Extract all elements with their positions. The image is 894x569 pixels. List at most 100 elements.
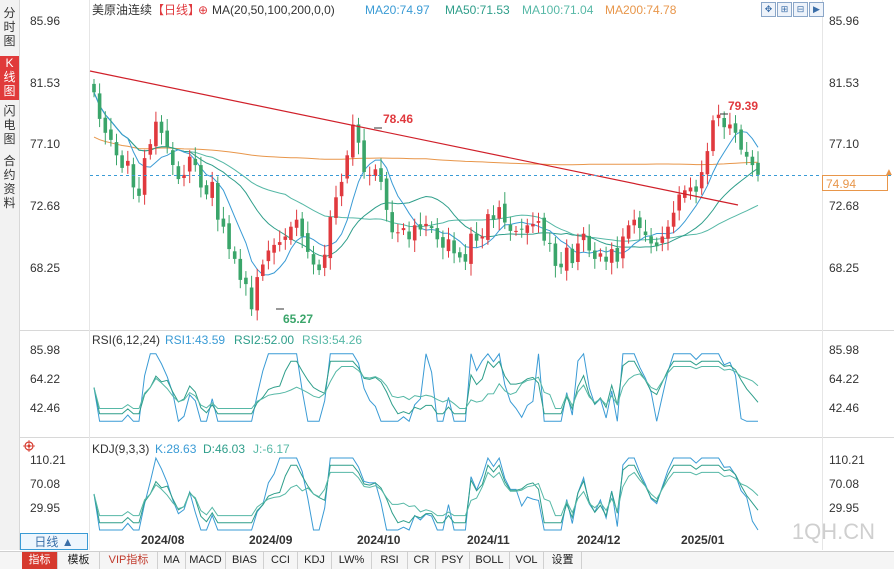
current-price-arrow-icon: ▲ xyxy=(884,167,894,178)
tab-cr[interactable]: CR xyxy=(408,552,436,569)
next-button[interactable]: ▶ xyxy=(809,2,824,17)
candle xyxy=(593,242,597,269)
candle xyxy=(142,149,147,205)
kdj-j-line xyxy=(93,456,759,531)
candle xyxy=(396,224,400,243)
candle xyxy=(283,228,288,250)
kdj-axis-left-1: 110.21 xyxy=(30,453,66,467)
x-axis-label: 2024/08 xyxy=(141,533,185,547)
kdj-j-value: J:-6.17 xyxy=(253,442,290,456)
candle xyxy=(531,212,535,233)
kline-chart[interactable]: 1QH.CN xyxy=(0,0,894,550)
candle xyxy=(182,164,186,187)
candle xyxy=(154,111,158,155)
candle xyxy=(559,252,563,274)
candle xyxy=(210,171,214,207)
rsi-axis-right-3: 42.46 xyxy=(829,401,860,415)
current-price-box: 74.94 xyxy=(822,175,888,191)
price-axis-left-4: 72.68 xyxy=(30,199,61,213)
period-selector[interactable]: 日线 ▲ xyxy=(20,533,88,550)
candle xyxy=(491,205,496,228)
tab-lw[interactable]: LW% xyxy=(332,552,372,569)
candle xyxy=(407,221,411,248)
candle xyxy=(109,117,113,147)
tab-settings[interactable]: 设置 xyxy=(544,552,582,569)
candle xyxy=(474,222,479,248)
tab-macd[interactable]: MACD xyxy=(186,552,226,569)
tab-flash[interactable]: 闪电图 xyxy=(3,104,16,146)
candle xyxy=(626,220,631,244)
candle xyxy=(514,226,518,236)
candle xyxy=(654,237,659,252)
tab-timeshare[interactable]: 分时图 xyxy=(3,6,16,48)
candle xyxy=(351,114,355,166)
candle xyxy=(666,220,670,251)
candle xyxy=(171,142,175,175)
price-axis-left-5: 68.25 xyxy=(30,261,61,275)
candle xyxy=(193,147,198,172)
ma200-value: MA200:74.78 xyxy=(605,3,677,17)
tab-cci[interactable]: CCI xyxy=(264,552,298,569)
add-indicator-icon[interactable]: ⊕ xyxy=(198,3,209,17)
candle xyxy=(126,150,130,174)
x-axis-label: 2025/01 xyxy=(681,533,725,547)
tab-kline[interactable]: K线图 xyxy=(0,56,19,100)
candle xyxy=(289,221,293,245)
tab-rsi[interactable]: RSI xyxy=(372,552,408,569)
candle xyxy=(238,249,243,289)
candle xyxy=(446,227,451,258)
kdj-axis-right-1: 110.21 xyxy=(829,453,865,467)
zoom-out-button[interactable]: ⊟ xyxy=(793,2,808,17)
tab-psy[interactable]: PSY xyxy=(436,552,470,569)
candle xyxy=(261,259,265,281)
candle xyxy=(739,124,743,155)
candle xyxy=(317,259,321,275)
candle xyxy=(480,228,485,249)
candle xyxy=(564,239,569,281)
candle xyxy=(311,245,316,275)
tab-boll[interactable]: BOLL xyxy=(470,552,510,569)
candle xyxy=(671,201,676,234)
candle xyxy=(137,177,141,203)
tab-ma[interactable]: MA xyxy=(158,552,186,569)
candle xyxy=(249,275,254,316)
rsi1-value: RSI1:43.59 xyxy=(165,333,226,347)
move-button[interactable]: ✥ xyxy=(761,2,776,17)
candle xyxy=(227,215,231,259)
candle xyxy=(165,119,169,154)
tab-bias[interactable]: BIAS xyxy=(226,552,264,569)
candle xyxy=(232,246,237,264)
period-label[interactable]: 【日线】 xyxy=(152,3,201,17)
tab-kdj[interactable]: KDJ xyxy=(298,552,332,569)
candle xyxy=(244,271,248,296)
candle xyxy=(688,177,693,200)
candle xyxy=(120,150,124,173)
rsi2-line xyxy=(93,360,759,415)
tab-vol[interactable]: VOL xyxy=(510,552,544,569)
ma200-line xyxy=(93,136,759,166)
candle xyxy=(525,218,530,245)
zoom-in-button[interactable]: ⊞ xyxy=(777,2,792,17)
kdj-settings-icon[interactable] xyxy=(23,440,35,452)
price-axis-right-1: 85.96 xyxy=(829,14,860,28)
candle xyxy=(187,150,192,184)
tab-contract-info[interactable]: 合约资料 xyxy=(3,154,16,210)
ma50-value: MA50:71.53 xyxy=(445,3,510,17)
tab-indicator[interactable]: 指标 xyxy=(22,552,58,569)
rsi-axis-right-1: 85.98 xyxy=(829,343,860,357)
candle xyxy=(114,133,119,166)
price-axis-right-5: 68.25 xyxy=(829,261,860,275)
candle xyxy=(469,227,473,276)
tab-template[interactable]: 模板 xyxy=(58,552,100,569)
kdj-axis-right-3: 29.95 xyxy=(829,501,860,515)
candle xyxy=(615,236,620,269)
candle xyxy=(148,139,153,160)
candle xyxy=(384,171,389,222)
candle xyxy=(536,212,541,233)
rsi-params: RSI(6,12,24) xyxy=(92,333,161,347)
tab-vip-indicator[interactable]: VIP指标 xyxy=(100,552,158,569)
candle xyxy=(705,142,710,185)
candle xyxy=(486,209,490,245)
candle xyxy=(277,230,282,252)
kdj-axis-left-2: 70.08 xyxy=(30,477,61,491)
